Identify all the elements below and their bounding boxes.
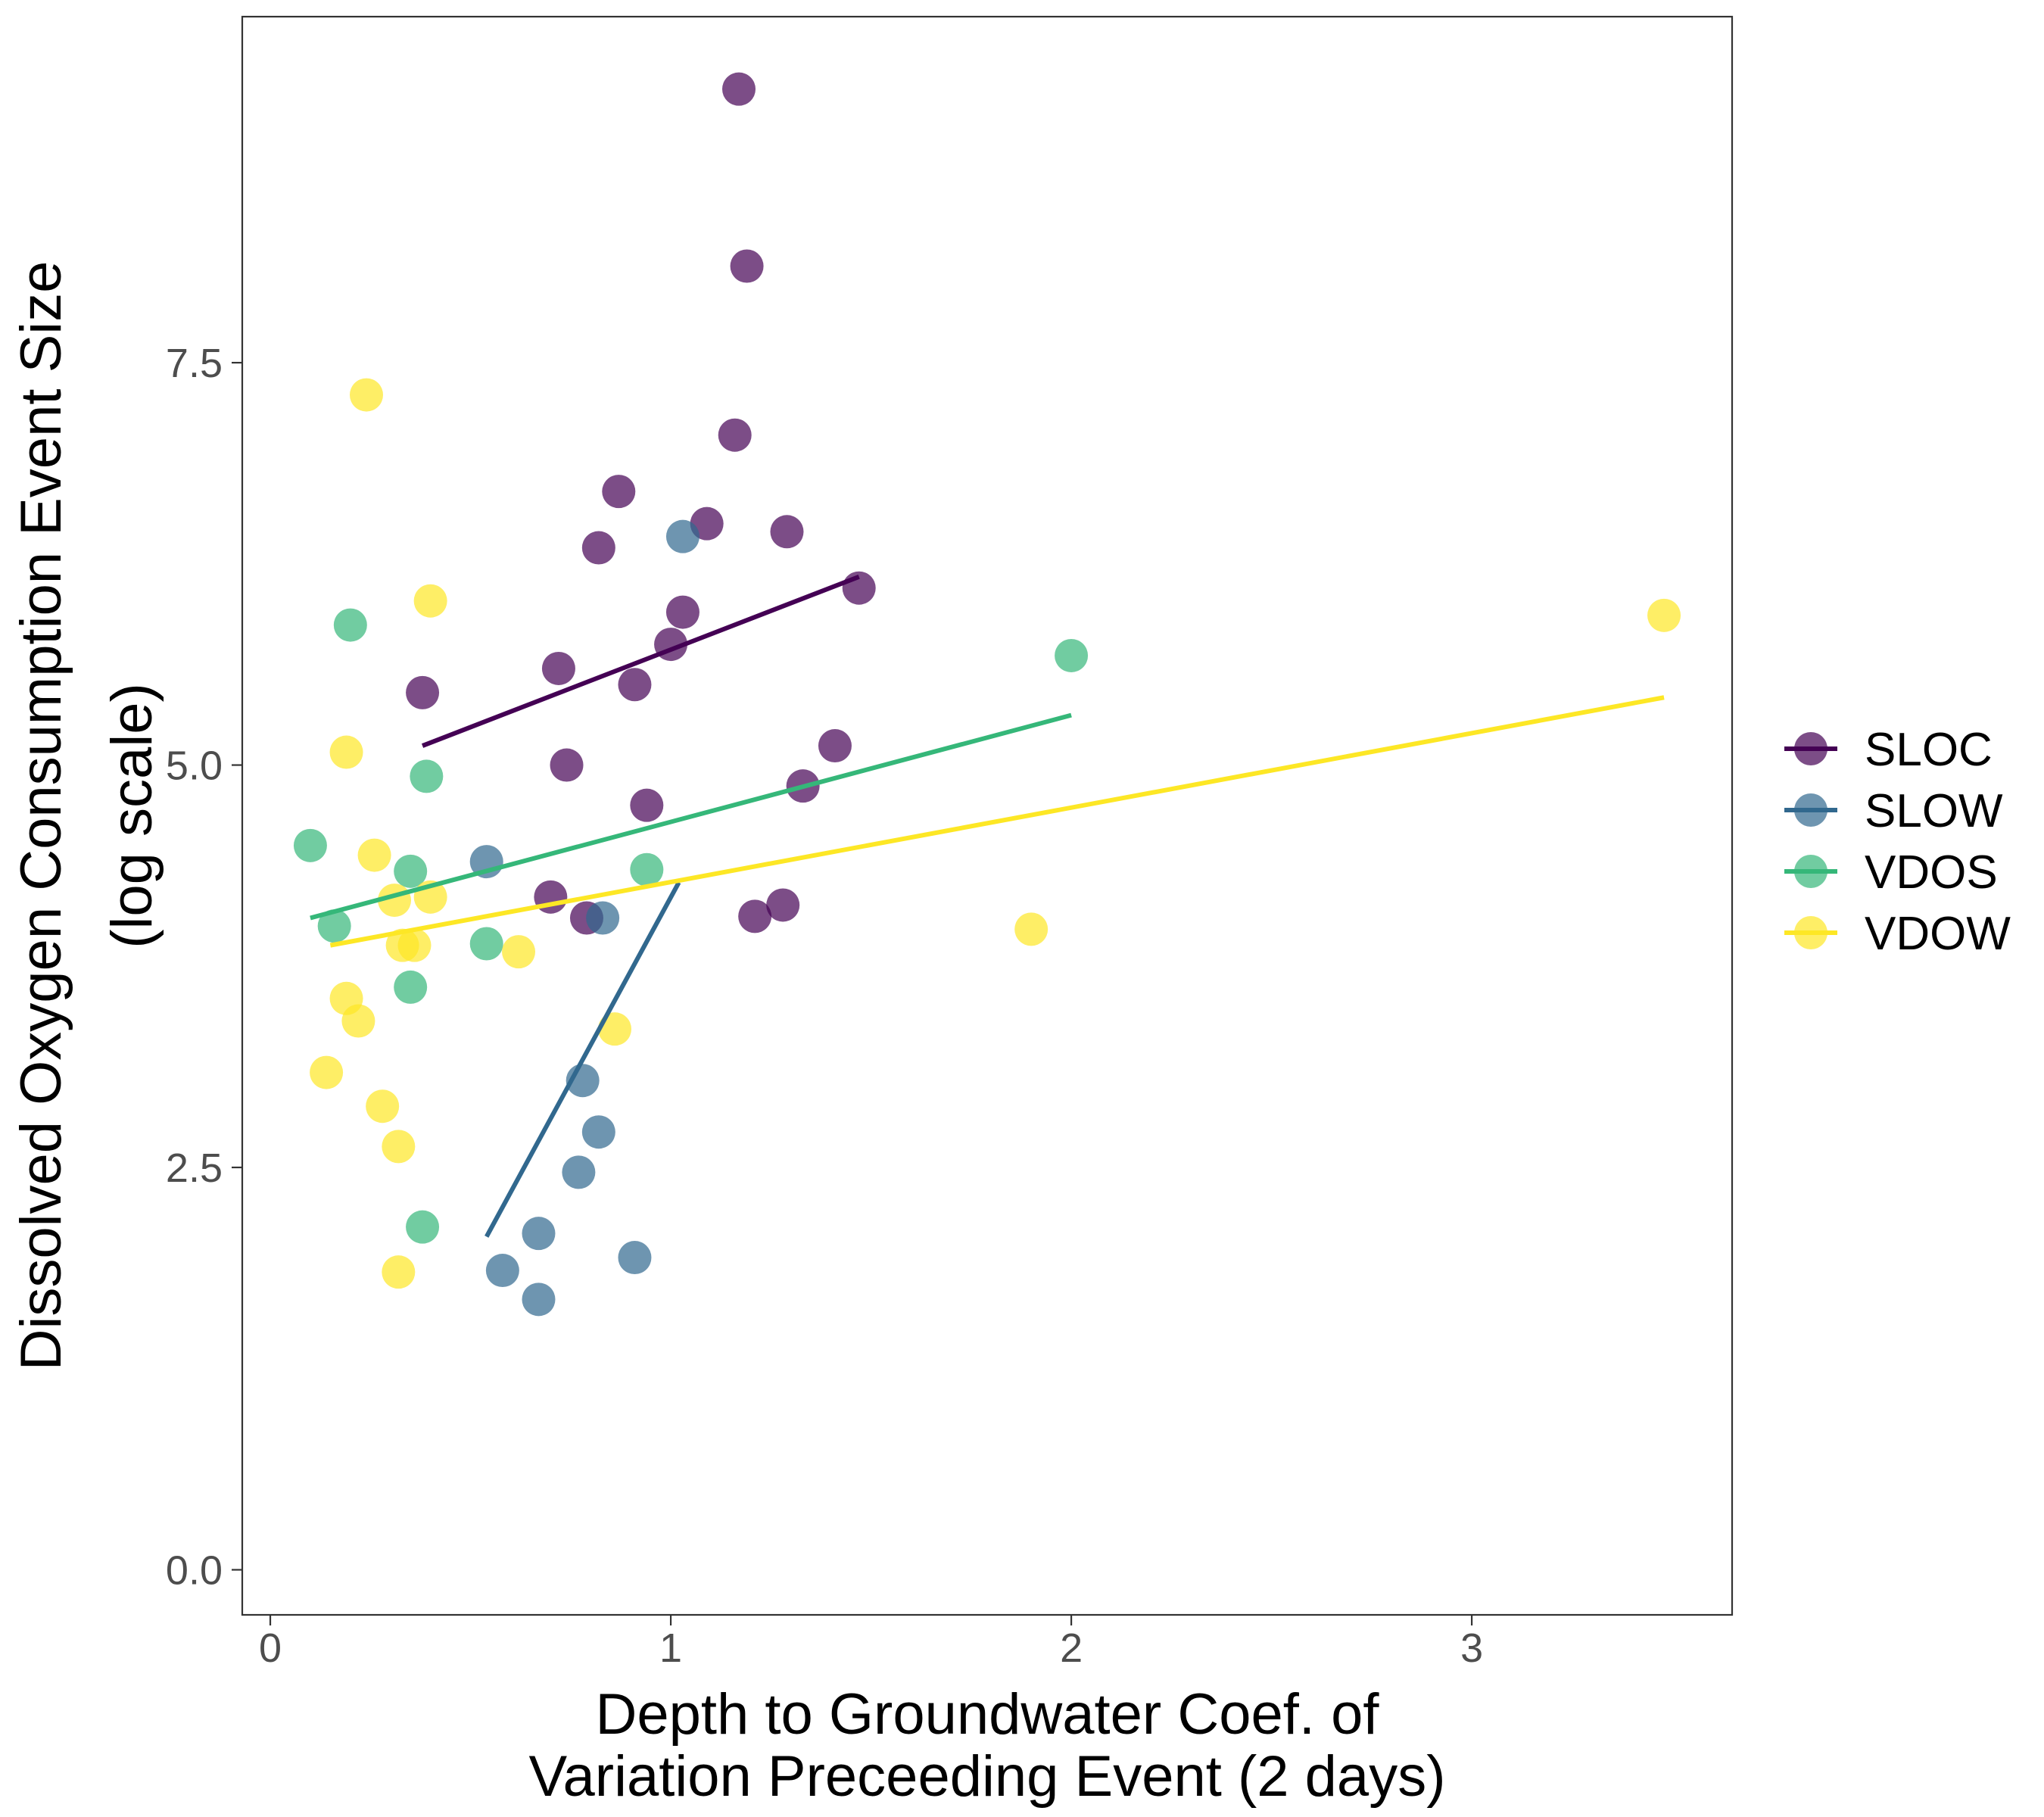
y-tick-label: 0.0 bbox=[166, 1547, 223, 1593]
x-tick-label: 1 bbox=[659, 1625, 682, 1671]
data-point-vdow bbox=[1014, 912, 1048, 946]
x-tick-label: 3 bbox=[1460, 1625, 1483, 1671]
legend-label: VDOS bbox=[1865, 846, 1998, 899]
series-sloc-points bbox=[406, 72, 876, 935]
data-point-vdow bbox=[598, 1012, 631, 1046]
panel-border bbox=[241, 15, 1734, 1616]
y-tick-label: 5.0 bbox=[166, 743, 223, 789]
data-point-sloc bbox=[770, 515, 804, 549]
data-point-vdow bbox=[382, 1255, 416, 1289]
data-point-sloc bbox=[766, 888, 800, 922]
data-point-slow bbox=[522, 1217, 556, 1251]
series-slow-points bbox=[469, 519, 700, 1317]
plot-panel bbox=[241, 15, 1734, 1616]
data-point-sloc bbox=[630, 788, 664, 822]
legend-item-sloc: SLOC bbox=[1784, 724, 1993, 776]
data-point-vdow bbox=[413, 584, 447, 618]
data-point-vdow bbox=[366, 1089, 400, 1124]
x-axis: 0 1 2 3 bbox=[259, 1615, 1483, 1671]
points bbox=[293, 72, 1681, 1317]
data-point-slow bbox=[665, 519, 700, 553]
x-tick-label: 2 bbox=[1060, 1625, 1083, 1671]
data-point-slow bbox=[618, 1241, 652, 1275]
data-point-vdow bbox=[1647, 598, 1681, 632]
x-axis-title-line-2: Variation Preceeding Event (2 days) bbox=[528, 1744, 1445, 1809]
data-point-vdow bbox=[310, 1055, 344, 1089]
legend-label: SLOC bbox=[1865, 724, 1993, 776]
data-point-sloc bbox=[618, 668, 652, 702]
data-point-vdos bbox=[333, 608, 367, 642]
fit-lines bbox=[310, 575, 1665, 1238]
data-point-vdow bbox=[502, 935, 536, 969]
data-point-sloc bbox=[738, 899, 772, 933]
data-point-sloc bbox=[541, 651, 575, 685]
data-point-vdos bbox=[293, 828, 327, 862]
data-point-slow bbox=[581, 1115, 615, 1149]
data-point-vdow bbox=[397, 928, 432, 962]
data-point-vdow bbox=[329, 735, 363, 769]
fit-line-vdow bbox=[329, 695, 1665, 948]
data-point-sloc bbox=[818, 729, 852, 763]
legend-label: VDOW bbox=[1865, 908, 2011, 960]
y-axis-title-line-2: (log scale) bbox=[100, 683, 164, 949]
x-tick-label: 0 bbox=[259, 1625, 282, 1671]
data-point-sloc bbox=[718, 418, 752, 452]
data-point-vdos bbox=[410, 759, 444, 793]
legend-item-vdow: VDOW bbox=[1784, 908, 2011, 960]
y-tick-label: 2.5 bbox=[166, 1145, 223, 1191]
data-point-vdos bbox=[630, 852, 664, 887]
legend: SLOC SLOW VDOS VDOW bbox=[1784, 724, 2011, 960]
data-point-vdos bbox=[394, 854, 428, 888]
data-point-sloc bbox=[406, 675, 440, 709]
data-point-sloc bbox=[550, 748, 584, 782]
legend-label: SLOW bbox=[1865, 785, 2003, 837]
legend-item-slow: SLOW bbox=[1784, 785, 2003, 837]
data-point-vdos bbox=[317, 909, 351, 943]
data-point-sloc bbox=[842, 571, 876, 605]
data-point-slow bbox=[586, 901, 620, 935]
y-axis-title-line-1: Dissolved Oxygen Consumption Event Size bbox=[9, 261, 73, 1371]
data-point-slow bbox=[485, 1254, 519, 1288]
fit-line-sloc bbox=[421, 575, 860, 748]
data-point-slow bbox=[562, 1155, 596, 1189]
series-vdow-points bbox=[310, 378, 1681, 1289]
series-vdos-points bbox=[293, 608, 1089, 1244]
data-point-sloc bbox=[722, 72, 756, 106]
data-point-sloc bbox=[581, 531, 615, 565]
data-point-sloc bbox=[602, 475, 636, 509]
data-point-vdos bbox=[469, 927, 503, 961]
legend-item-vdos: VDOS bbox=[1784, 846, 1998, 899]
y-axis: 0.0 2.5 5.0 7.5 bbox=[166, 341, 242, 1593]
data-point-vdow bbox=[350, 378, 383, 412]
y-tick-label: 7.5 bbox=[166, 341, 223, 386]
data-point-vdos bbox=[1055, 638, 1089, 672]
data-point-vdos bbox=[406, 1210, 440, 1244]
data-point-vdow bbox=[341, 1004, 375, 1038]
data-point-vdos bbox=[394, 970, 428, 1004]
data-point-sloc bbox=[665, 595, 700, 629]
fit-line-vdos bbox=[310, 712, 1072, 921]
data-point-slow bbox=[522, 1282, 556, 1317]
x-axis-title-line-1: Depth to Groundwater Coef. of bbox=[595, 1682, 1379, 1747]
data-point-vdow bbox=[357, 838, 391, 872]
fit-line-slow bbox=[485, 881, 681, 1238]
data-point-sloc bbox=[730, 249, 764, 283]
data-point-vdow bbox=[382, 1130, 416, 1164]
